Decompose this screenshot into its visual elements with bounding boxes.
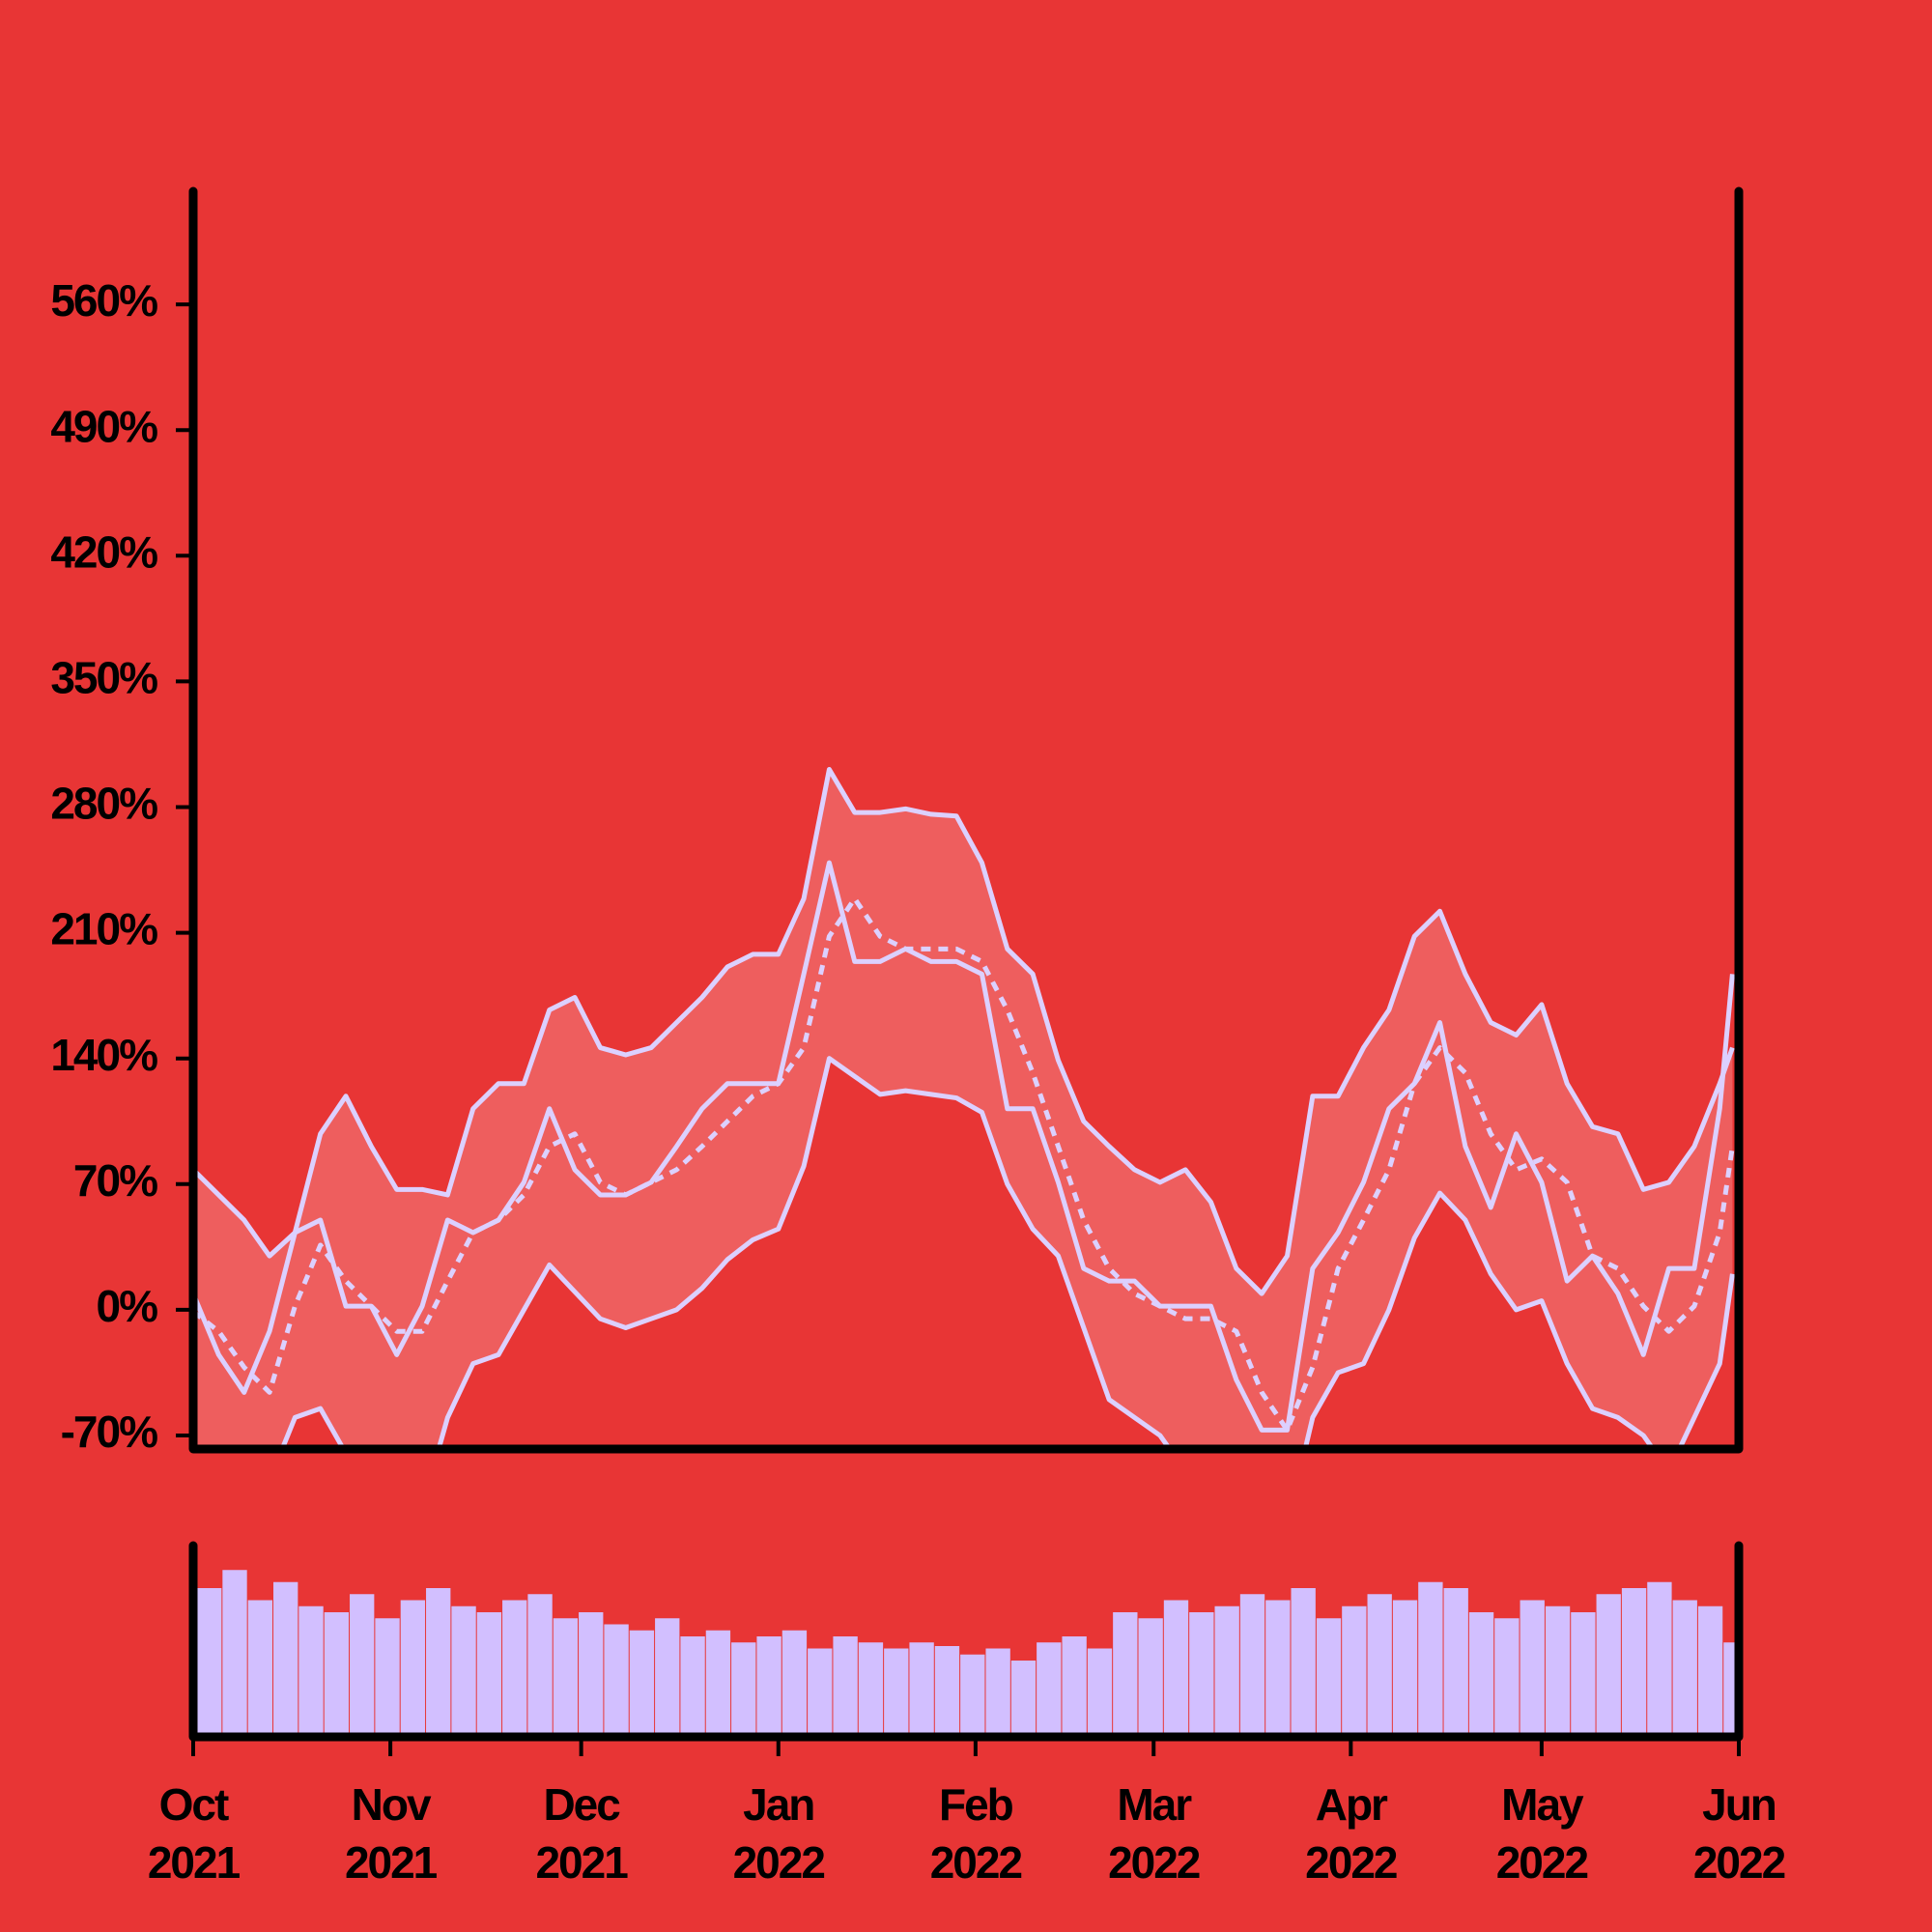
volume-bar bbox=[1291, 1588, 1316, 1733]
x-tick-label: Jan 2022 bbox=[732, 1779, 826, 1888]
volume-bar bbox=[197, 1588, 222, 1733]
x-tick-label: Mar 2022 bbox=[1108, 1779, 1201, 1888]
volume-bar bbox=[1392, 1600, 1418, 1733]
volume-bar bbox=[1647, 1581, 1672, 1733]
volume-bar bbox=[858, 1642, 884, 1733]
band-area bbox=[193, 769, 1733, 1448]
volume-bar bbox=[1468, 1612, 1494, 1733]
volume-bar bbox=[705, 1630, 731, 1733]
volume-bar bbox=[247, 1600, 273, 1733]
volume-bar bbox=[502, 1600, 527, 1733]
volume-bar bbox=[756, 1636, 781, 1733]
y-tick-label: -70% bbox=[61, 1406, 157, 1457]
volume-bar bbox=[1723, 1642, 1736, 1733]
volume-bar bbox=[985, 1648, 1010, 1733]
y-tick-label: 0% bbox=[97, 1281, 158, 1331]
volume-bar bbox=[1418, 1581, 1443, 1733]
volume-bar bbox=[1367, 1594, 1392, 1733]
price-line bbox=[193, 860, 1735, 1433]
x-tick-label: Apr 2022 bbox=[1305, 1779, 1398, 1888]
volume-bar bbox=[1596, 1594, 1621, 1733]
y-tick-label: 280% bbox=[50, 779, 157, 829]
volume-bar bbox=[1697, 1605, 1723, 1733]
volume-bar bbox=[884, 1648, 909, 1733]
volume-bar bbox=[1443, 1588, 1468, 1733]
volume-bar bbox=[426, 1588, 451, 1733]
volume-bar bbox=[909, 1642, 934, 1733]
x-tick-label: Nov 2021 bbox=[344, 1779, 438, 1888]
volume-bar bbox=[1239, 1594, 1265, 1733]
volume-bar bbox=[1672, 1600, 1697, 1733]
volume-bar bbox=[1037, 1642, 1062, 1733]
y-tick-label: 490% bbox=[50, 401, 157, 451]
y-tick-label: 420% bbox=[50, 526, 157, 577]
volume-bar bbox=[1138, 1618, 1163, 1733]
volume-bar bbox=[375, 1618, 400, 1733]
x-tick-label: Feb 2022 bbox=[929, 1779, 1023, 1888]
plot-area bbox=[193, 766, 1735, 1448]
volume-bar bbox=[1621, 1588, 1647, 1733]
volume-bar bbox=[350, 1594, 375, 1733]
volume-area bbox=[197, 1570, 1742, 1733]
volume-bar bbox=[1214, 1605, 1239, 1733]
y-tick-label: 350% bbox=[50, 653, 157, 703]
volume-bar bbox=[1265, 1600, 1291, 1733]
volume-bar bbox=[1189, 1612, 1214, 1733]
volume-bar bbox=[1494, 1618, 1520, 1733]
y-tick-label: 210% bbox=[50, 904, 157, 954]
volume-bar bbox=[1010, 1661, 1037, 1733]
volume-bar bbox=[1342, 1605, 1367, 1733]
volume-bar bbox=[1113, 1612, 1138, 1733]
main-spine bbox=[188, 186, 1744, 1454]
y-tick-label: 140% bbox=[50, 1030, 157, 1080]
volume-bar bbox=[808, 1648, 833, 1733]
band-line bbox=[193, 766, 1735, 1296]
axes: -70% 0% 70% 140% 210% 280% 350% 420% 490% 560% bbox=[50, 186, 1744, 1756]
x-tick-label: Oct 2021 bbox=[147, 1779, 241, 1888]
volume-bar bbox=[1316, 1618, 1342, 1733]
x-tick-label: Jun 2022 bbox=[1692, 1779, 1786, 1888]
y-tick-label: 560% bbox=[50, 275, 157, 326]
average-line bbox=[193, 895, 1735, 1433]
volume-bar bbox=[1545, 1605, 1571, 1733]
volume-bar bbox=[553, 1618, 579, 1733]
volume-bar bbox=[1520, 1600, 1545, 1733]
volume-bar bbox=[476, 1612, 502, 1733]
volume-bar bbox=[1571, 1612, 1596, 1733]
volume-bar bbox=[833, 1636, 858, 1733]
volume-bar bbox=[731, 1642, 756, 1733]
volume-bar bbox=[298, 1605, 324, 1733]
volume-bar bbox=[934, 1646, 960, 1733]
volume-bar bbox=[604, 1624, 629, 1733]
volume-bar bbox=[579, 1612, 604, 1733]
volume-bar bbox=[273, 1581, 298, 1733]
x-tick-label: May 2022 bbox=[1495, 1779, 1589, 1888]
band-line bbox=[279, 1056, 1735, 1448]
volume-bar bbox=[400, 1600, 426, 1733]
y-tick-label: 70% bbox=[73, 1155, 157, 1206]
volume-bar bbox=[1163, 1600, 1189, 1733]
volume-bar bbox=[1062, 1636, 1087, 1733]
volume-bar bbox=[527, 1594, 553, 1733]
volume-bar bbox=[655, 1618, 680, 1733]
volume-spine bbox=[188, 1541, 1744, 1742]
volume-bar bbox=[781, 1630, 808, 1733]
volume-bar bbox=[960, 1654, 985, 1733]
volume-bar bbox=[629, 1630, 655, 1733]
volume-bar bbox=[451, 1605, 476, 1733]
volume-bar bbox=[222, 1570, 247, 1733]
volume-bar bbox=[324, 1612, 350, 1733]
x-tick-label: Dec 2021 bbox=[535, 1779, 628, 1888]
volume-bar bbox=[680, 1636, 705, 1733]
volume-bar bbox=[1087, 1648, 1113, 1733]
